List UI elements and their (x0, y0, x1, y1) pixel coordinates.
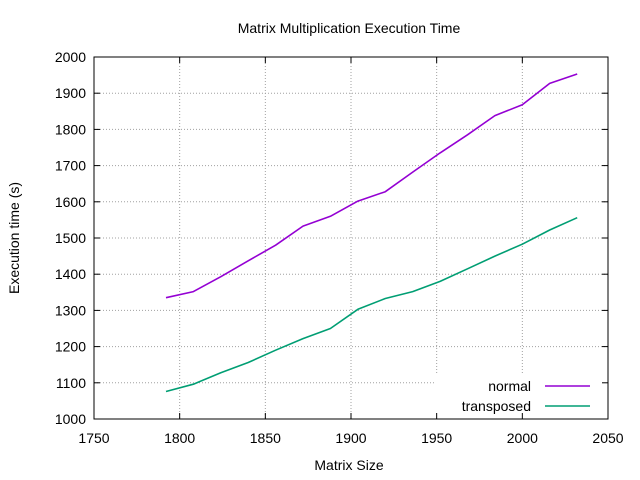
x-axis-label: Matrix Size (314, 457, 383, 473)
y-tick-label: 1200 (55, 339, 86, 355)
y-tick-label: 1300 (55, 302, 86, 318)
x-tick-label: 1750 (78, 430, 109, 446)
series-line-transposed (165, 216, 578, 393)
y-tick-label: 1900 (55, 85, 86, 101)
legend-label-normal: normal (488, 378, 531, 394)
y-axis-label: Execution time (s) (6, 182, 22, 294)
y-tick-label: 2000 (55, 49, 86, 65)
ticks (93, 56, 609, 420)
x-tick-label: 2000 (507, 430, 538, 446)
grid (94, 57, 608, 419)
x-tick-labels: 1750 1800 1850 1900 1950 2000 2050 (78, 430, 623, 446)
y-tick-label: 1100 (56, 375, 86, 391)
legend-label-transposed: transposed (462, 398, 531, 414)
y-tick-label: 1500 (55, 230, 86, 246)
x-tick-label: 1850 (250, 430, 281, 446)
x-tick-label: 1800 (164, 430, 195, 446)
series-line-normal (165, 73, 578, 299)
y-tick-label: 1400 (55, 266, 86, 282)
y-tick-label: 1700 (55, 158, 86, 174)
y-tick-label: 1800 (55, 121, 86, 137)
y-tick-label: 1600 (55, 194, 86, 210)
series-lines (165, 73, 578, 393)
y-tick-labels: 1000 1100 1200 1300 1400 1500 1600 1700 1800 1900… (55, 49, 86, 427)
x-tick-label: 1950 (421, 430, 452, 446)
x-tick-label: 2050 (592, 430, 623, 446)
x-tick-label: 1900 (335, 430, 366, 446)
legend: normal transposed (462, 378, 590, 414)
y-tick-label: 1000 (55, 411, 86, 427)
chart-title: Matrix Multiplication Execution Time (238, 20, 461, 36)
